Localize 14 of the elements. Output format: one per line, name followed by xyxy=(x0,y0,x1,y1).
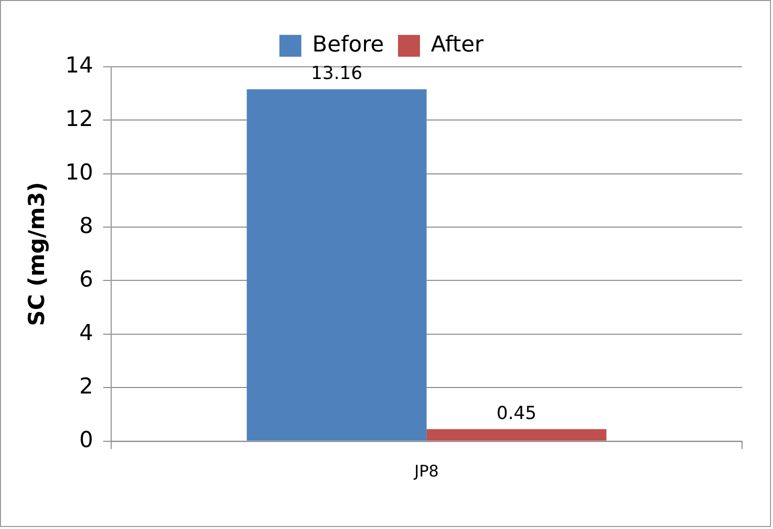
x-tick-label: JP8 xyxy=(413,462,439,481)
y-axis-title: SC (mg/m3) xyxy=(24,182,50,326)
data-label: 13.16 xyxy=(310,62,362,84)
y-tick-label: 0 xyxy=(79,428,94,453)
legend-label: After xyxy=(430,32,484,58)
y-tick-label: 12 xyxy=(65,106,94,132)
y-tick-label: 14 xyxy=(65,53,94,78)
y-tick-label: 2 xyxy=(79,374,94,400)
y-tick-label: 6 xyxy=(79,267,94,292)
y-tick-label: 10 xyxy=(65,160,94,186)
legend-label: Before xyxy=(312,32,384,58)
y-tick-label: 8 xyxy=(79,214,94,239)
data-label: 0.45 xyxy=(496,402,536,424)
y-tick-label: 4 xyxy=(79,320,94,346)
